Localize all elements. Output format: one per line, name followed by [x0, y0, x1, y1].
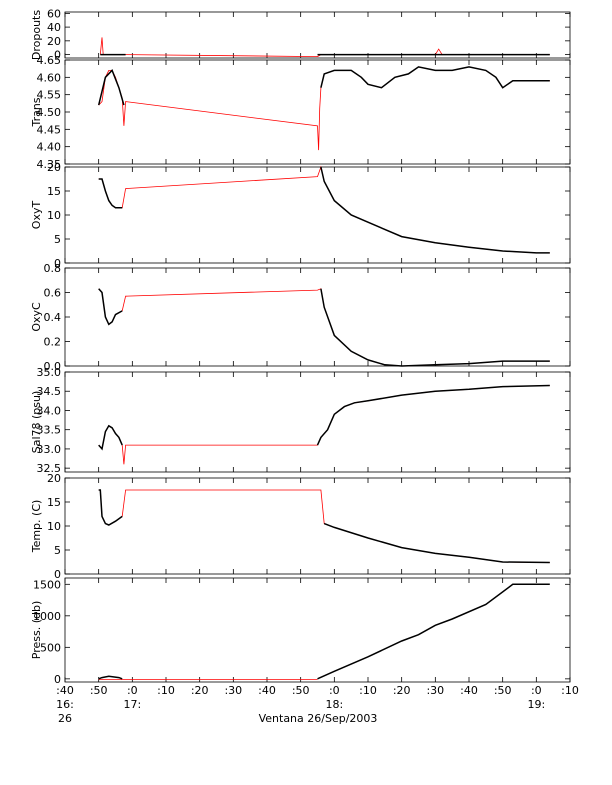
y-tick-label-oxyc: 0.8: [44, 262, 62, 275]
x-tick-label: :50: [494, 684, 512, 697]
x-tick-sublabel: 26: [58, 712, 72, 725]
series-processed-trans: [97, 69, 125, 106]
x-tick-label: :0: [127, 684, 138, 697]
y-tick-label-trans: 4.65: [37, 54, 62, 67]
y-tick-label-sal: 34.5: [37, 385, 62, 398]
series-processed-temp: [98, 489, 123, 526]
series-processed-b-press: [317, 583, 550, 680]
y-tick-label-press: 1500: [33, 578, 61, 591]
series-processed-b-oxyc: [320, 288, 550, 367]
x-tick-label: :40: [258, 684, 276, 697]
y-tick-label-sal: 33.5: [37, 424, 62, 437]
x-tick-sublabel: 16:: [56, 698, 74, 711]
y-tick-label-temp: 0: [54, 568, 61, 581]
y-tick-label-oxyc: 0.2: [44, 336, 62, 349]
series-processed-sal: [98, 424, 123, 451]
x-tick-label: :10: [561, 684, 579, 697]
y-tick-label-trans: 4.45: [37, 123, 62, 136]
y-tick-label-dropouts: 60: [47, 7, 61, 20]
x-tick-label: :40: [460, 684, 478, 697]
series-processed-b-oxyt: [320, 166, 550, 254]
y-tick-label-trans: 4.60: [37, 71, 62, 84]
y-tick-label-trans: 4.40: [37, 141, 62, 154]
panel-frame-press: [64, 577, 571, 683]
y-tick-label-oxyt: 10: [47, 209, 61, 222]
y-axis-title-oxyc: OxyC: [30, 302, 43, 332]
series-processed-press: [98, 675, 123, 680]
x-tick-label: :50: [90, 684, 108, 697]
y-tick-label-oxyt: 0: [54, 257, 61, 270]
y-tick-label-oxyt: 5: [54, 233, 61, 246]
x-tick-label: :30: [426, 684, 444, 697]
y-tick-label-sal: 35.0: [37, 366, 62, 379]
y-tick-label-dropouts: 0: [54, 49, 61, 62]
panel-sal: 32.5 33.0 33.5 34.0 34.5 35.0 Sal78 (psu): [30, 366, 571, 475]
y-tick-label-temp: 20: [47, 472, 61, 485]
y-tick-label-dropouts: 40: [47, 21, 61, 34]
y-tick-label-sal: 33.0: [37, 443, 62, 456]
x-tick-sublabel: 17:: [123, 698, 141, 711]
y-tick-label-oxyc: 0.0: [44, 360, 62, 373]
y-tick-label-press: 1000: [33, 610, 61, 623]
series-raw-dropouts: [99, 37, 550, 58]
panel-trans: 4.35 4.40 4.45 4.50 4.55 4.60 4.65 Trans: [30, 54, 571, 171]
x-tick-label: :20: [191, 684, 209, 697]
y-axis-title-dropouts: Dropouts: [30, 10, 43, 60]
series-processed-oxyt: [98, 178, 123, 209]
y-tick-label-oxyc: 0.4: [44, 311, 62, 324]
y-axis-title-press: Press. (db): [30, 601, 43, 660]
series-processed-oxyc: [98, 288, 123, 326]
y-tick-label-oxyt: 15: [47, 185, 61, 198]
x-axis: :4016:26:50:017::10:20:30:40:50:018::10:…: [56, 684, 579, 725]
panel-frame-dropouts: [64, 11, 571, 59]
panel-oxyt: 0 5 10 15 20 OxyT: [30, 161, 571, 270]
series-processed-b-sal: [316, 384, 550, 446]
y-tick-label-oxyc: 0.6: [44, 287, 62, 300]
x-tick-sublabel: 19:: [527, 698, 545, 711]
y-axis-title-sal: Sal78 (psu): [30, 391, 43, 454]
series-processed-b-trans: [320, 66, 550, 89]
y-axis-title-trans: Trans: [30, 97, 43, 127]
series-processed-b-temp: [323, 522, 550, 564]
panel-oxyc: 0.0 0.2 0.4 0.6 0.8 OxyC: [30, 262, 571, 373]
x-tick-label: :0: [531, 684, 542, 697]
y-tick-label-sal: 32.5: [37, 462, 62, 475]
y-tick-label-dropouts: 20: [47, 35, 61, 48]
y-tick-label-press: 500: [40, 641, 61, 654]
x-axis-title: Ventana 26/Sep/2003: [259, 712, 378, 725]
y-tick-label-trans: 4.35: [37, 158, 62, 171]
x-tick-label: :10: [359, 684, 377, 697]
y-tick-label-temp: 10: [47, 520, 61, 533]
y-axis-title-temp: Temp. (C): [30, 500, 43, 554]
x-tick-label: :30: [224, 684, 242, 697]
panel-frame-sal: [64, 371, 571, 473]
y-tick-label-trans: 4.50: [37, 106, 62, 119]
y-tick-label-temp: 5: [54, 544, 61, 557]
y-tick-label-sal: 34.0: [37, 404, 62, 417]
x-tick-label: :50: [292, 684, 310, 697]
x-tick-sublabel: 18:: [325, 698, 343, 711]
y-tick-label-temp: 15: [47, 496, 61, 509]
y-axis-title-oxyt: OxyT: [30, 201, 43, 230]
panel-temp: 0 5 10 15 20 Temp. (C): [30, 472, 571, 581]
x-tick-label: :10: [157, 684, 175, 697]
y-tick-label-press: 0: [54, 673, 61, 686]
x-tick-label: :20: [393, 684, 411, 697]
x-tick-label: :40: [56, 684, 74, 697]
y-tick-label-trans: 4.55: [37, 89, 62, 102]
panel-press: 0 500 1000 1500 Press. (db): [30, 577, 571, 686]
x-tick-label: :0: [329, 684, 340, 697]
y-tick-label-oxyt: 20: [47, 161, 61, 174]
chart-panels: 0204060Dropouts4.354.404.454.504.554.604…: [30, 7, 571, 686]
